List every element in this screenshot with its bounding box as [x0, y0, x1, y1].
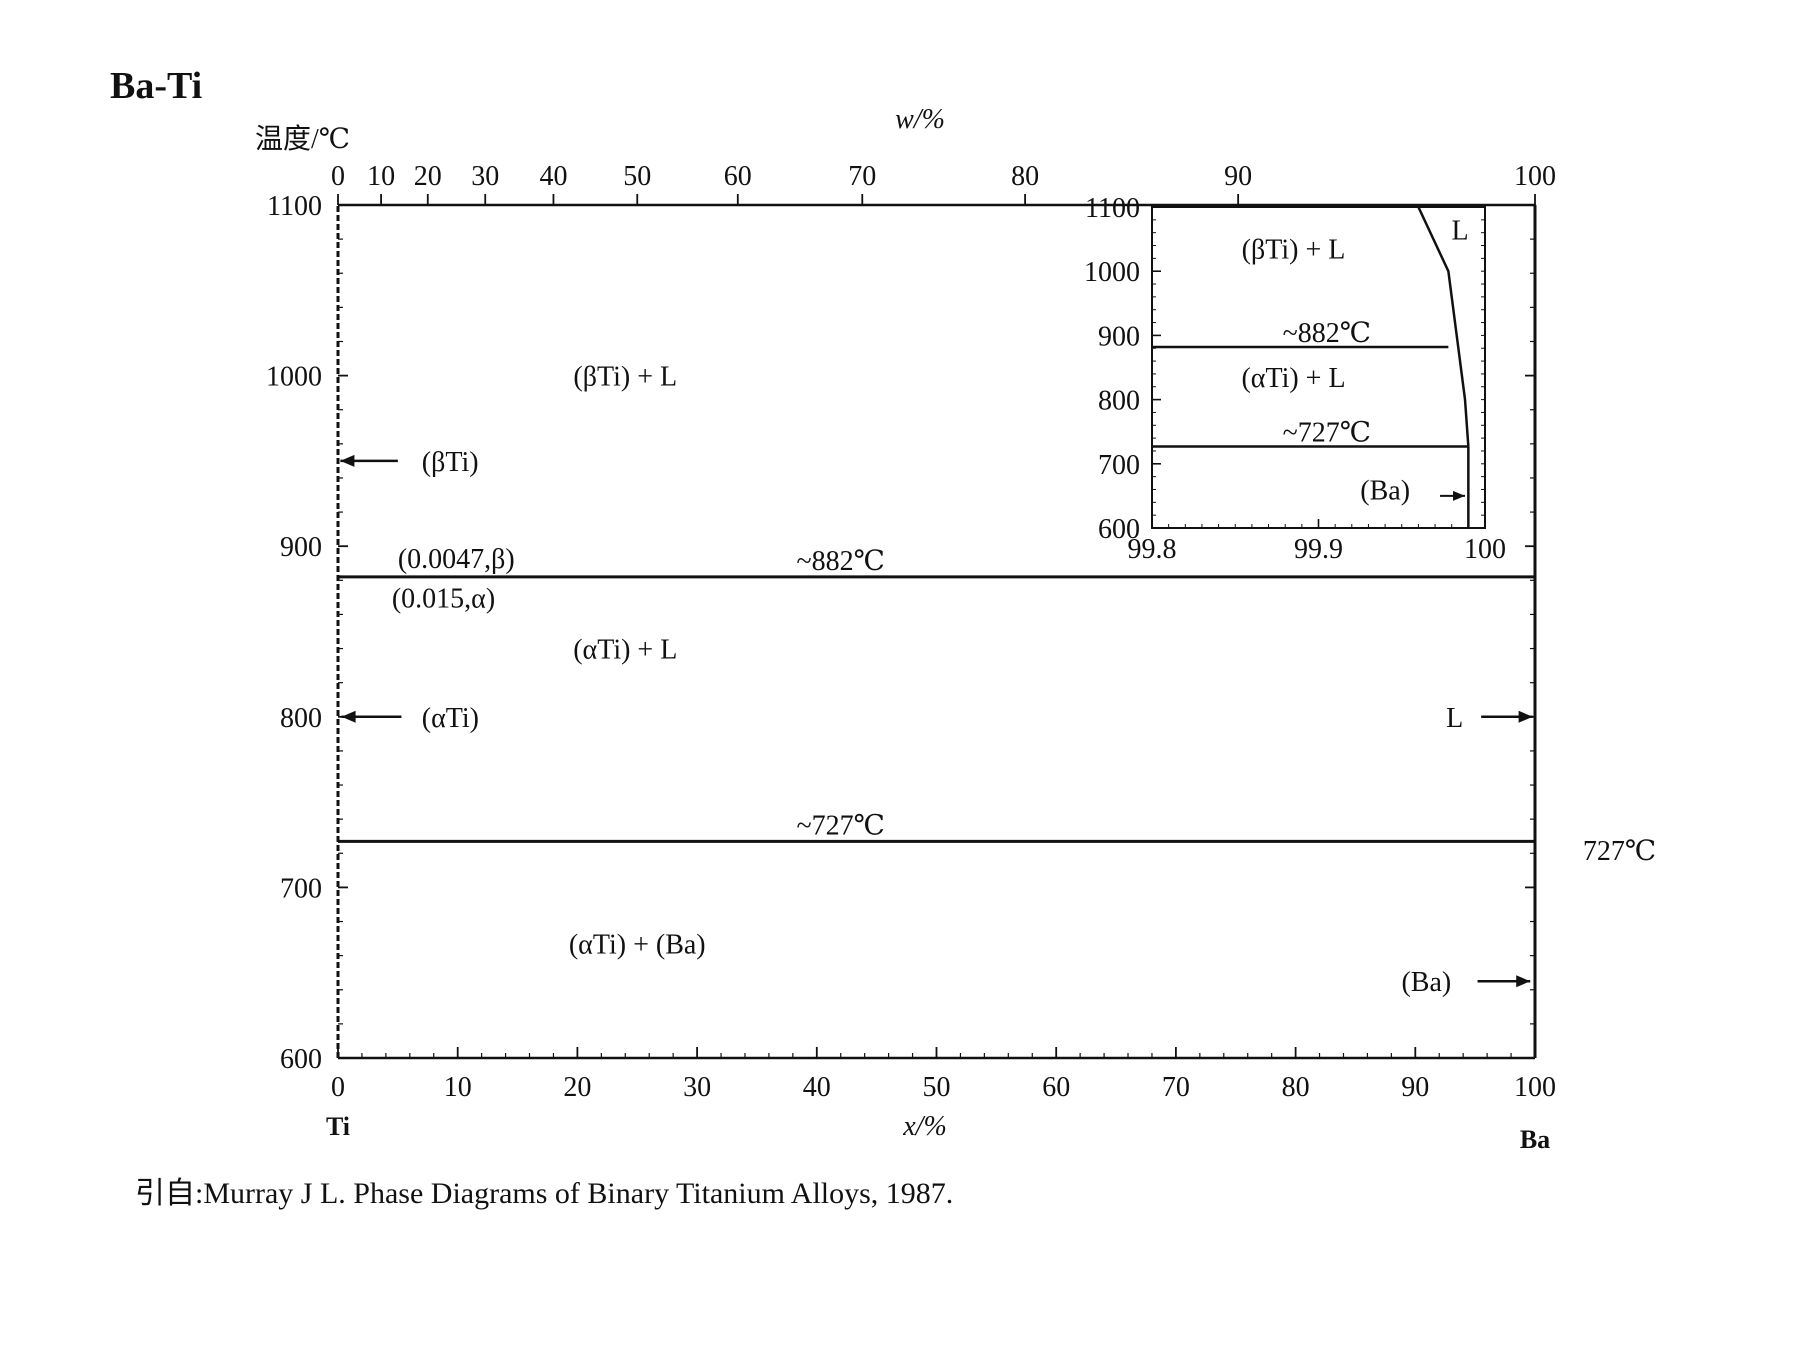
- label-beta-ti-l: (βTi) + L: [573, 362, 677, 393]
- inset-ba-arrow-head: [1453, 490, 1466, 501]
- inset-y-tick-label: 600: [1098, 514, 1140, 545]
- inset-frame: [1151, 206, 1486, 529]
- y-tick-label: 1100: [267, 191, 322, 222]
- inset-label-l: L: [1451, 215, 1468, 246]
- label-882: ~882℃: [796, 546, 884, 577]
- inset-label-882: ~882℃: [1283, 318, 1371, 349]
- top-tick-label: 70: [848, 161, 876, 192]
- bottom-tick-label: 40: [803, 1072, 831, 1103]
- inset-x-tick-label: 99.9: [1294, 534, 1343, 565]
- bottom-tick-label: 0: [331, 1072, 345, 1103]
- y-tick-label: 900: [280, 532, 322, 563]
- y-tick-label: 600: [280, 1044, 322, 1075]
- bottom-tick-label: 80: [1282, 1072, 1310, 1103]
- figure-title: Ba-Ti: [110, 65, 203, 107]
- inset-x-tick-label: 99.8: [1128, 534, 1177, 565]
- bottom-x-axis-label: x/%: [902, 1111, 947, 1142]
- bottom-tick-label: 70: [1162, 1072, 1190, 1103]
- label-l: L: [1446, 703, 1463, 734]
- top-tick-label: 10: [367, 161, 395, 192]
- citation: 引自:Murray J L. Phase Diagrams of Binary …: [135, 1177, 954, 1210]
- top-tick-label: 0: [331, 161, 345, 192]
- label-ba: (Ba): [1401, 967, 1451, 998]
- bottom-tick-label: 50: [923, 1072, 951, 1103]
- y-tick-label: 700: [280, 873, 322, 904]
- inset-label-ba: (Ba): [1360, 475, 1410, 506]
- alpha-ti-arrow-head: [341, 710, 356, 723]
- bottom-tick-label: 20: [563, 1072, 591, 1103]
- liquid-arrow-head: [1518, 710, 1533, 723]
- label-alpha-ti-ba: (αTi) + (Ba): [569, 930, 706, 961]
- top-tick-label: 30: [471, 161, 499, 192]
- top-tick-label: 60: [724, 161, 752, 192]
- bottom-tick-label: 90: [1401, 1072, 1429, 1103]
- y-tick-label: 800: [280, 703, 322, 734]
- right-end-label: Ba: [1520, 1125, 1550, 1154]
- label-alpha-ti-l: (αTi) + L: [573, 635, 677, 666]
- top-tick-label: 40: [539, 161, 567, 192]
- ba-arrow-head: [1516, 975, 1531, 988]
- label-beta-ti: (βTi): [422, 447, 479, 478]
- inset-y-tick-label: 900: [1098, 321, 1140, 352]
- bottom-tick-label: 100: [1514, 1072, 1556, 1103]
- label-0-0047-beta: (0.0047,β): [398, 544, 515, 575]
- label-alpha-ti: (αTi): [422, 703, 479, 734]
- inset-x-tick-label: 100: [1464, 534, 1506, 565]
- bottom-tick-label: 60: [1042, 1072, 1070, 1103]
- label-727-right: 727℃: [1583, 836, 1656, 867]
- top-tick-label: 20: [414, 161, 442, 192]
- inset-liquidus: [1417, 206, 1470, 447]
- inset-label-727: ~727℃: [1283, 418, 1371, 449]
- y-tick-label: 1000: [266, 362, 322, 393]
- top-x-axis-label: w/%: [895, 104, 945, 135]
- top-tick-label: 100: [1514, 161, 1556, 192]
- bottom-tick-label: 30: [683, 1072, 711, 1103]
- inset-label-beta-ti-l: (βTi) + L: [1242, 235, 1346, 266]
- label-0-015-alpha: (0.015,α): [392, 583, 495, 614]
- top-tick-label: 80: [1011, 161, 1039, 192]
- beta-ti-arrow-head: [340, 454, 355, 467]
- inset-label-alpha-ti-l: (αTi) + L: [1241, 363, 1345, 394]
- top-tick-label: 90: [1224, 161, 1252, 192]
- inset-y-tick-label: 700: [1098, 450, 1140, 481]
- bottom-tick-label: 10: [444, 1072, 472, 1103]
- y-axis-label: 温度/℃: [255, 123, 350, 155]
- inset-y-tick-label: 1000: [1084, 257, 1140, 288]
- top-tick-label: 50: [623, 161, 651, 192]
- inset-y-tick-label: 800: [1098, 386, 1140, 417]
- inset-y-tick-label: 1100: [1085, 193, 1140, 224]
- left-end-label: Ti: [326, 1112, 350, 1141]
- label-727: ~727℃: [796, 810, 884, 841]
